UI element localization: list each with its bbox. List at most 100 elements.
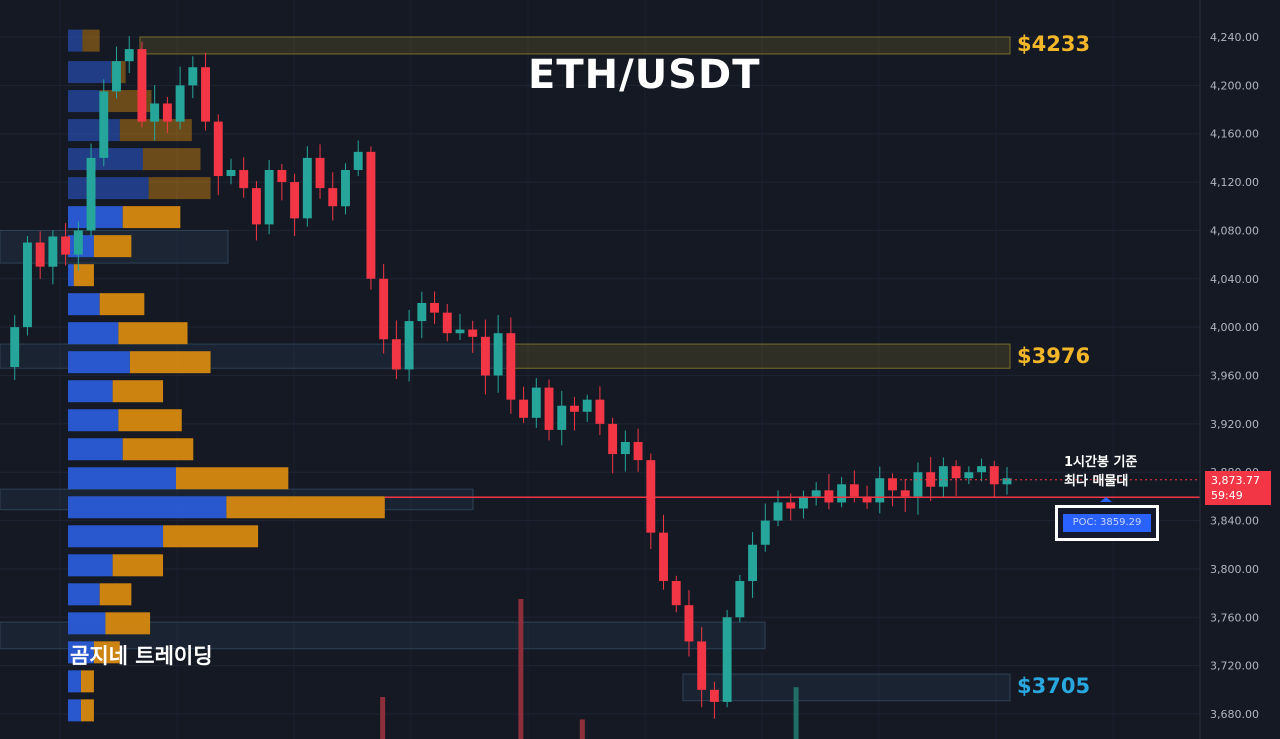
poc-label: POC: 3859.29 <box>1063 514 1151 532</box>
volume-profile-buy-bar <box>68 90 100 113</box>
candle-body <box>137 49 147 122</box>
volume-profile-sell-bar <box>118 409 182 432</box>
price-axis-tick: 4,160.00 <box>1210 128 1259 141</box>
candle-body <box>302 157 312 219</box>
poc-annotation-line1: 1시간봉 기준 <box>1064 455 1138 470</box>
volume-profile-sell-bar <box>80 670 94 693</box>
volume-profile-buy-bar <box>68 119 120 142</box>
volume-profile-buy-bar <box>68 525 164 548</box>
price-axis-tick: 4,000.00 <box>1210 321 1259 334</box>
candle-body <box>875 478 885 503</box>
candle-body <box>595 399 605 424</box>
candle-body <box>531 387 541 418</box>
current-price-tag: 3,873.77 59:49 <box>1205 471 1271 505</box>
candle-body <box>73 230 83 255</box>
volume-profile-sell-bar <box>80 699 94 722</box>
price-axis-tick: 3,720.00 <box>1210 660 1259 673</box>
poc-annotation: 1시간봉 기준 최다 매물대 <box>1064 453 1137 491</box>
price-axis-tick: 3,760.00 <box>1210 611 1259 624</box>
price-axis-tick: 3,840.00 <box>1210 515 1259 528</box>
volume-bar <box>579 719 585 739</box>
candle-body <box>684 605 694 642</box>
candle-body <box>620 441 630 455</box>
candle-body <box>1002 478 1012 485</box>
candle-body <box>913 472 923 497</box>
volume-profile-buy-bar <box>68 583 100 606</box>
volume-profile-sell-bar <box>118 322 188 345</box>
candle-body <box>404 321 414 370</box>
candle-body <box>112 61 121 92</box>
volume-profile-sell-bar <box>73 264 94 287</box>
volume-profile-buy-bar <box>68 380 113 403</box>
volume-profile-sell-bar <box>82 29 100 52</box>
volume-bar <box>518 599 524 739</box>
price-axis-tick: 4,040.00 <box>1210 273 1259 286</box>
candle-body <box>162 103 172 122</box>
candle-body <box>175 85 185 122</box>
volume-profile-sell-bar <box>112 380 164 403</box>
candle-body <box>964 472 974 479</box>
candle-body <box>633 441 643 461</box>
volume-profile-sell-bar <box>176 467 289 490</box>
volume-profile-buy-bar <box>68 641 94 664</box>
level-label-3705: $3705 <box>1017 674 1091 698</box>
candle-body <box>519 399 529 418</box>
candle-body <box>480 336 490 376</box>
candle-body <box>239 169 249 189</box>
candle-body <box>455 329 465 334</box>
volume-profile-buy-bar <box>68 293 100 316</box>
candle-body <box>315 157 325 189</box>
volume-profile-sell-bar <box>142 148 201 171</box>
price-axis-tick: 3,800.00 <box>1210 563 1259 576</box>
candle-body <box>150 103 160 122</box>
candle-body <box>290 182 300 219</box>
price-axis-tick: 4,080.00 <box>1210 224 1259 237</box>
candle-body <box>213 121 223 177</box>
price-axis-tick: 3,920.00 <box>1210 418 1259 431</box>
price-axis-tick: 4,200.00 <box>1210 79 1259 92</box>
volume-profile-sell-bar <box>99 293 145 316</box>
volume-profile-buy-bar <box>68 612 106 635</box>
volume-profile-buy-bar <box>68 409 119 432</box>
candle-body <box>709 689 719 702</box>
level-label-4233: $4233 <box>1017 32 1091 56</box>
candle-body <box>837 484 847 503</box>
candle-body <box>799 496 808 509</box>
chart-title: ETH/USDT <box>528 52 761 98</box>
volume-profile-buy-bar <box>68 670 81 693</box>
candle-body <box>251 188 261 225</box>
volume-profile-buy-bar <box>68 467 176 490</box>
candle-body <box>786 502 796 509</box>
candle-body <box>748 544 758 582</box>
volume-profile-sell-bar <box>93 235 132 258</box>
volume-profile-buy-bar <box>68 496 227 519</box>
candle-body <box>735 581 745 618</box>
volume-profile-buy-bar <box>68 351 130 374</box>
candle-body <box>811 490 821 497</box>
candle-body <box>379 278 389 340</box>
current-price: 3,873.77 <box>1211 474 1260 487</box>
volume-profile-sell-bar <box>129 351 211 374</box>
candle-body <box>35 242 45 267</box>
candle-body <box>328 188 338 207</box>
candle-body <box>862 496 872 503</box>
candle-body <box>468 329 478 337</box>
volume-bar <box>793 687 799 739</box>
candle-body <box>48 236 58 267</box>
candle-body <box>417 302 427 322</box>
candle-body <box>201 67 210 122</box>
poc-pointer <box>1100 497 1112 502</box>
candle-body <box>824 490 834 503</box>
level-zone <box>509 343 1011 369</box>
candle-body <box>277 169 287 183</box>
candle-body <box>671 581 681 606</box>
poc-label-box: POC: 3859.29 <box>1055 505 1159 541</box>
volume-profile-sell-bar <box>148 177 211 200</box>
candle-body <box>722 617 732 702</box>
volume-profile-sell-bar <box>122 438 194 461</box>
candle-body <box>544 387 554 430</box>
volume-profile-sell-bar <box>105 612 151 635</box>
candle-body <box>86 157 96 231</box>
